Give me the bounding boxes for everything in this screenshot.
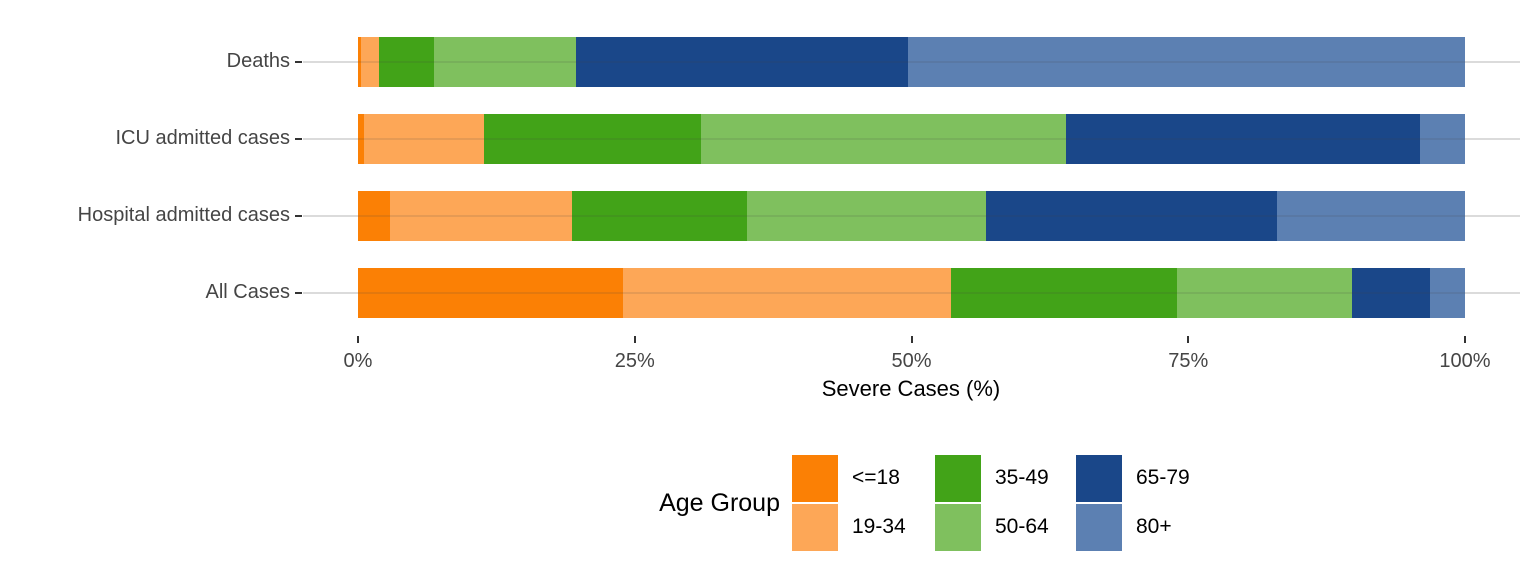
bar-segment-5064: [1177, 268, 1353, 318]
legend-swatch-5064: [935, 504, 981, 551]
bar-segment-6579: [1352, 268, 1430, 318]
bar-segment-5064: [434, 37, 577, 87]
y-tick-mark: [295, 292, 302, 294]
bar-segment-80+: [1419, 114, 1465, 164]
y-tick-mark: [295, 61, 302, 63]
bar-segment-18: [358, 114, 364, 164]
x-tick-mark: [633, 336, 636, 343]
bar-segment-6579: [576, 37, 909, 87]
bar-segment-1934: [361, 37, 380, 87]
bar-segment-3549: [571, 191, 747, 241]
bar-segment-6579: [1066, 114, 1420, 164]
legend-label: 35-49: [995, 466, 1049, 489]
bar-segment-1934: [622, 268, 952, 318]
bar-segment-80+: [908, 37, 1465, 87]
bar-segment-3549: [951, 268, 1178, 318]
x-tick-label: 0%: [343, 350, 373, 372]
legend-swatch-3549: [935, 455, 981, 502]
gridline-y-overlay: [358, 138, 1465, 140]
gridline-y-overlay: [358, 61, 1465, 63]
bar-row: [358, 37, 1465, 87]
bar-segment-5064: [746, 191, 986, 241]
bar-segment-1934: [363, 114, 485, 164]
legend-label: 19-34: [852, 515, 906, 538]
x-tick-label: 25%: [614, 350, 655, 372]
bar-segment-80+: [1276, 191, 1465, 241]
bar-row: [358, 114, 1465, 164]
y-axis-label: Deaths: [226, 50, 290, 72]
x-tick-mark: [910, 336, 913, 343]
y-axis-label: All Cases: [205, 281, 290, 303]
y-axis-label: ICU admitted cases: [115, 127, 290, 149]
legend-label: <=18: [852, 466, 900, 489]
y-axis-label: Hospital admitted cases: [77, 204, 290, 226]
bar-segment-6579: [985, 191, 1277, 241]
bar-segment-80+: [1429, 268, 1465, 318]
legend-title: Age Group: [659, 489, 780, 517]
legend-swatch-80+: [1076, 504, 1122, 551]
bar-segment-18: [358, 268, 623, 318]
bar-segment-18: [358, 191, 391, 241]
x-tick-label: 50%: [891, 350, 932, 372]
x-tick-label: 75%: [1168, 350, 1209, 372]
bar-segment-1934: [390, 191, 572, 241]
y-tick-mark: [295, 138, 302, 140]
bar-segment-18: [358, 37, 362, 87]
bar-row: [358, 191, 1465, 241]
x-tick-mark: [1464, 336, 1466, 343]
legend-label: 80+: [1136, 515, 1172, 538]
x-axis-title: Severe Cases (%): [821, 376, 1001, 401]
bar-row: [358, 268, 1465, 318]
x-tick-mark: [357, 336, 359, 343]
x-tick-label: 100%: [1439, 350, 1491, 372]
bar-segment-5064: [701, 114, 1067, 164]
legend-label: 50-64: [995, 515, 1049, 538]
legend-swatch-6579: [1076, 455, 1122, 502]
bar-segment-3549: [379, 37, 435, 87]
gridline-y-overlay: [358, 215, 1465, 217]
bar-segment-3549: [484, 114, 702, 164]
legend-label: 65-79: [1136, 466, 1190, 489]
legend-swatch-1934: [792, 504, 838, 551]
y-tick-mark: [295, 215, 302, 217]
x-tick-mark: [1187, 336, 1190, 343]
legend-swatch-18: [792, 455, 838, 502]
gridline-y-overlay: [358, 292, 1465, 294]
